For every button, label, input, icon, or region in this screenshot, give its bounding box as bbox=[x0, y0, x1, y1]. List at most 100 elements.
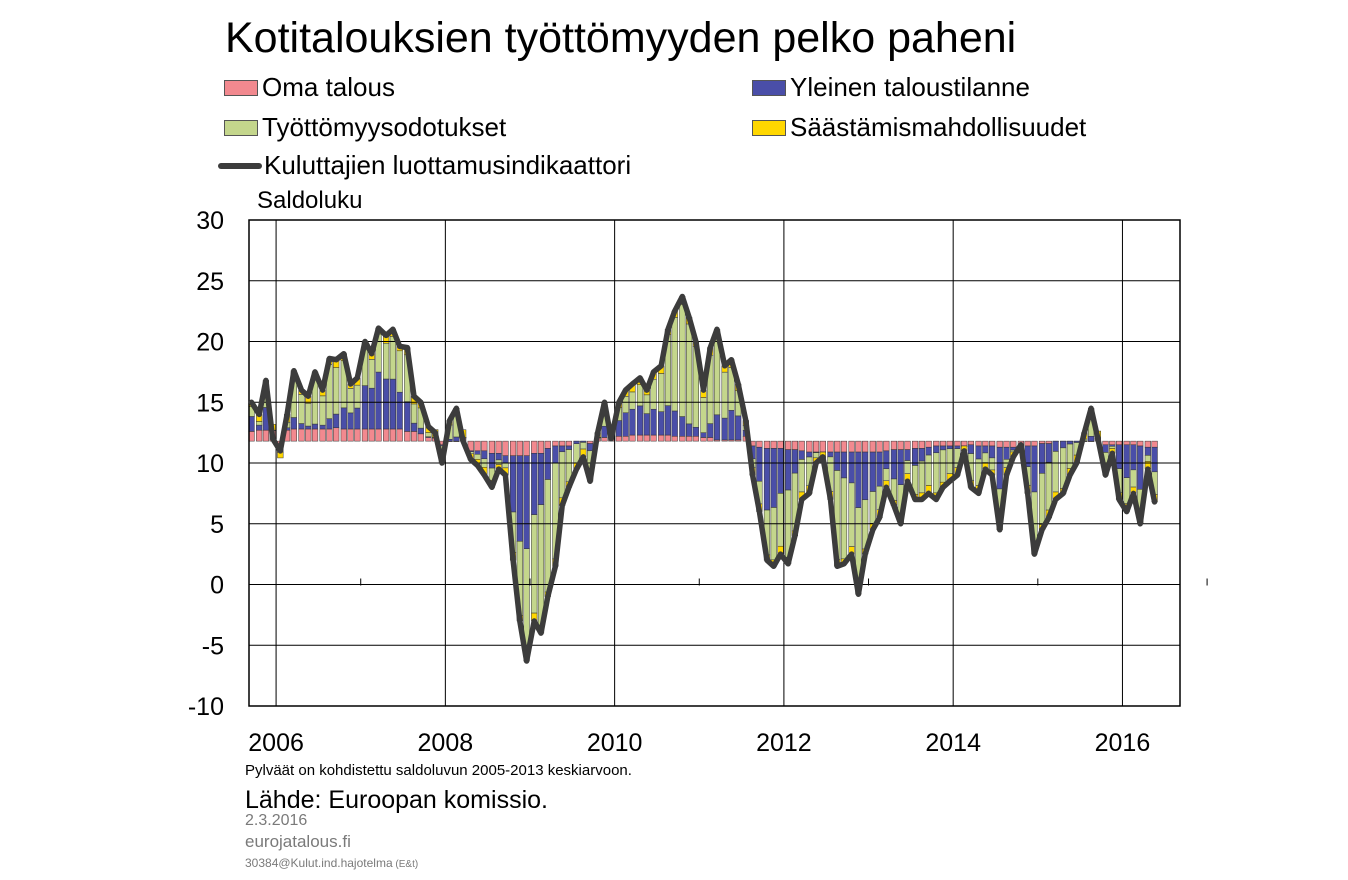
bar-yleinen bbox=[735, 415, 742, 441]
bar-yleinen bbox=[474, 450, 481, 455]
legend-label-luottamus: Kuluttajien luottamusindikaattori bbox=[264, 150, 632, 180]
bar-oma bbox=[481, 440, 488, 452]
bar-oma bbox=[643, 434, 650, 442]
bar-oma bbox=[354, 428, 361, 442]
bar-oma bbox=[650, 434, 657, 442]
bar-yleinen bbox=[509, 455, 517, 513]
bar-yleinen bbox=[1088, 435, 1095, 442]
bar-yleinen bbox=[876, 451, 883, 487]
bar-oma bbox=[933, 440, 940, 447]
bar-tyottomyys bbox=[1144, 455, 1151, 462]
bar-oma bbox=[812, 440, 820, 453]
bar-oma bbox=[488, 440, 496, 454]
bar-oma bbox=[855, 440, 862, 453]
bar-oma bbox=[798, 440, 805, 452]
bar-oma bbox=[495, 440, 502, 454]
bar-oma bbox=[319, 428, 326, 442]
bar-yleinen bbox=[721, 417, 728, 441]
bar-yleinen bbox=[643, 413, 650, 436]
bar-oma bbox=[636, 434, 644, 442]
legend-swatch-oma-talous bbox=[224, 79, 258, 96]
bar-oma bbox=[544, 440, 551, 449]
bar-tyottomyys bbox=[1052, 451, 1059, 493]
bar-tyottomyys bbox=[396, 350, 403, 393]
bar-oma bbox=[911, 440, 919, 449]
bar-tyottomyys bbox=[1130, 469, 1137, 488]
bar-tyottomyys bbox=[1038, 473, 1046, 525]
bar-oma bbox=[658, 434, 665, 442]
y-tick-label: 20 bbox=[196, 329, 224, 357]
bar-tyottomyys bbox=[982, 452, 989, 463]
bar-oma bbox=[552, 440, 559, 447]
bar-oma bbox=[1123, 440, 1130, 446]
bar-yleinen bbox=[650, 408, 657, 436]
bar-oma bbox=[1045, 440, 1052, 444]
bar-oma bbox=[1115, 440, 1123, 446]
bar-oma bbox=[876, 440, 883, 453]
bar-oma bbox=[586, 440, 594, 444]
bar-yleinen bbox=[869, 451, 876, 492]
bar-yleinen bbox=[1144, 446, 1151, 456]
bar-tyottomyys bbox=[812, 452, 820, 459]
legend-item-saastamis: Säästämismahdollisuudet bbox=[752, 112, 1086, 143]
bar-yleinen bbox=[311, 423, 319, 430]
series-line-luottamus bbox=[248, 293, 1158, 664]
y-tick-label: 25 bbox=[196, 268, 224, 296]
bar-yleinen bbox=[806, 451, 813, 458]
bar-yleinen bbox=[383, 378, 390, 430]
bar-yleinen bbox=[763, 448, 771, 511]
bar-oma bbox=[763, 440, 771, 449]
bar-oma bbox=[1102, 440, 1109, 446]
bar-tyottomyys bbox=[347, 388, 354, 414]
bar-tyottomyys bbox=[946, 448, 953, 474]
bar-tyottomyys bbox=[544, 479, 551, 593]
bar-yleinen bbox=[967, 444, 975, 454]
bar-yleinen bbox=[658, 411, 665, 436]
bar-oma bbox=[686, 436, 693, 442]
bar-tyottomyys bbox=[989, 457, 996, 471]
bar-oma bbox=[1038, 440, 1046, 444]
bar-oma bbox=[975, 440, 982, 447]
bar-tyottomyys bbox=[1109, 446, 1116, 449]
bar-oma bbox=[692, 436, 699, 442]
bar-oma bbox=[1137, 440, 1144, 447]
legend-item-tyottomyys: Työttömyysodotukset bbox=[224, 112, 506, 143]
site-label: eurojatalous.fi bbox=[245, 832, 351, 851]
source-label: Lähde: Euroopan komissio. bbox=[245, 786, 548, 814]
bar-oma bbox=[389, 428, 396, 442]
bar-tyottomyys bbox=[671, 317, 678, 412]
bar-yleinen bbox=[502, 455, 509, 464]
bar-oma bbox=[290, 428, 297, 442]
bar-oma bbox=[622, 436, 629, 442]
x-tick-label: 2016 bbox=[1095, 729, 1151, 757]
bar-oma bbox=[918, 440, 925, 449]
bar-yleinen bbox=[453, 436, 460, 442]
y-tick-label: -10 bbox=[188, 693, 224, 721]
bar-yleinen bbox=[1130, 444, 1137, 471]
bar-yleinen bbox=[368, 387, 375, 430]
bar-oma bbox=[862, 440, 869, 453]
bar-yleinen bbox=[671, 410, 678, 437]
bar-yleinen bbox=[516, 455, 523, 542]
bar-oma bbox=[954, 440, 961, 447]
y-axis-unit-label: Saldoluku bbox=[257, 187, 363, 214]
bar-yleinen bbox=[798, 450, 805, 460]
bar-tyottomyys bbox=[474, 454, 481, 460]
bar-oma bbox=[770, 440, 777, 449]
bar-oma bbox=[897, 440, 904, 450]
bar-yleinen bbox=[396, 391, 403, 430]
bar-yleinen bbox=[256, 424, 263, 431]
bar-oma bbox=[615, 436, 622, 442]
legend-item-yleinen: Yleinen taloustilanne bbox=[752, 72, 1030, 103]
legend-swatch-tyottomyys bbox=[224, 119, 258, 136]
bar-oma bbox=[791, 440, 798, 450]
bar-yleinen bbox=[686, 423, 693, 437]
bar-oma bbox=[368, 428, 375, 442]
y-tick-label: 15 bbox=[196, 389, 224, 417]
bar-yleinen bbox=[904, 449, 911, 461]
bar-tyottomyys bbox=[298, 394, 305, 424]
bar-yleinen bbox=[946, 445, 953, 450]
bar-yleinen bbox=[523, 455, 530, 549]
x-tick-label: 2010 bbox=[587, 729, 643, 757]
bar-yleinen bbox=[375, 371, 382, 430]
